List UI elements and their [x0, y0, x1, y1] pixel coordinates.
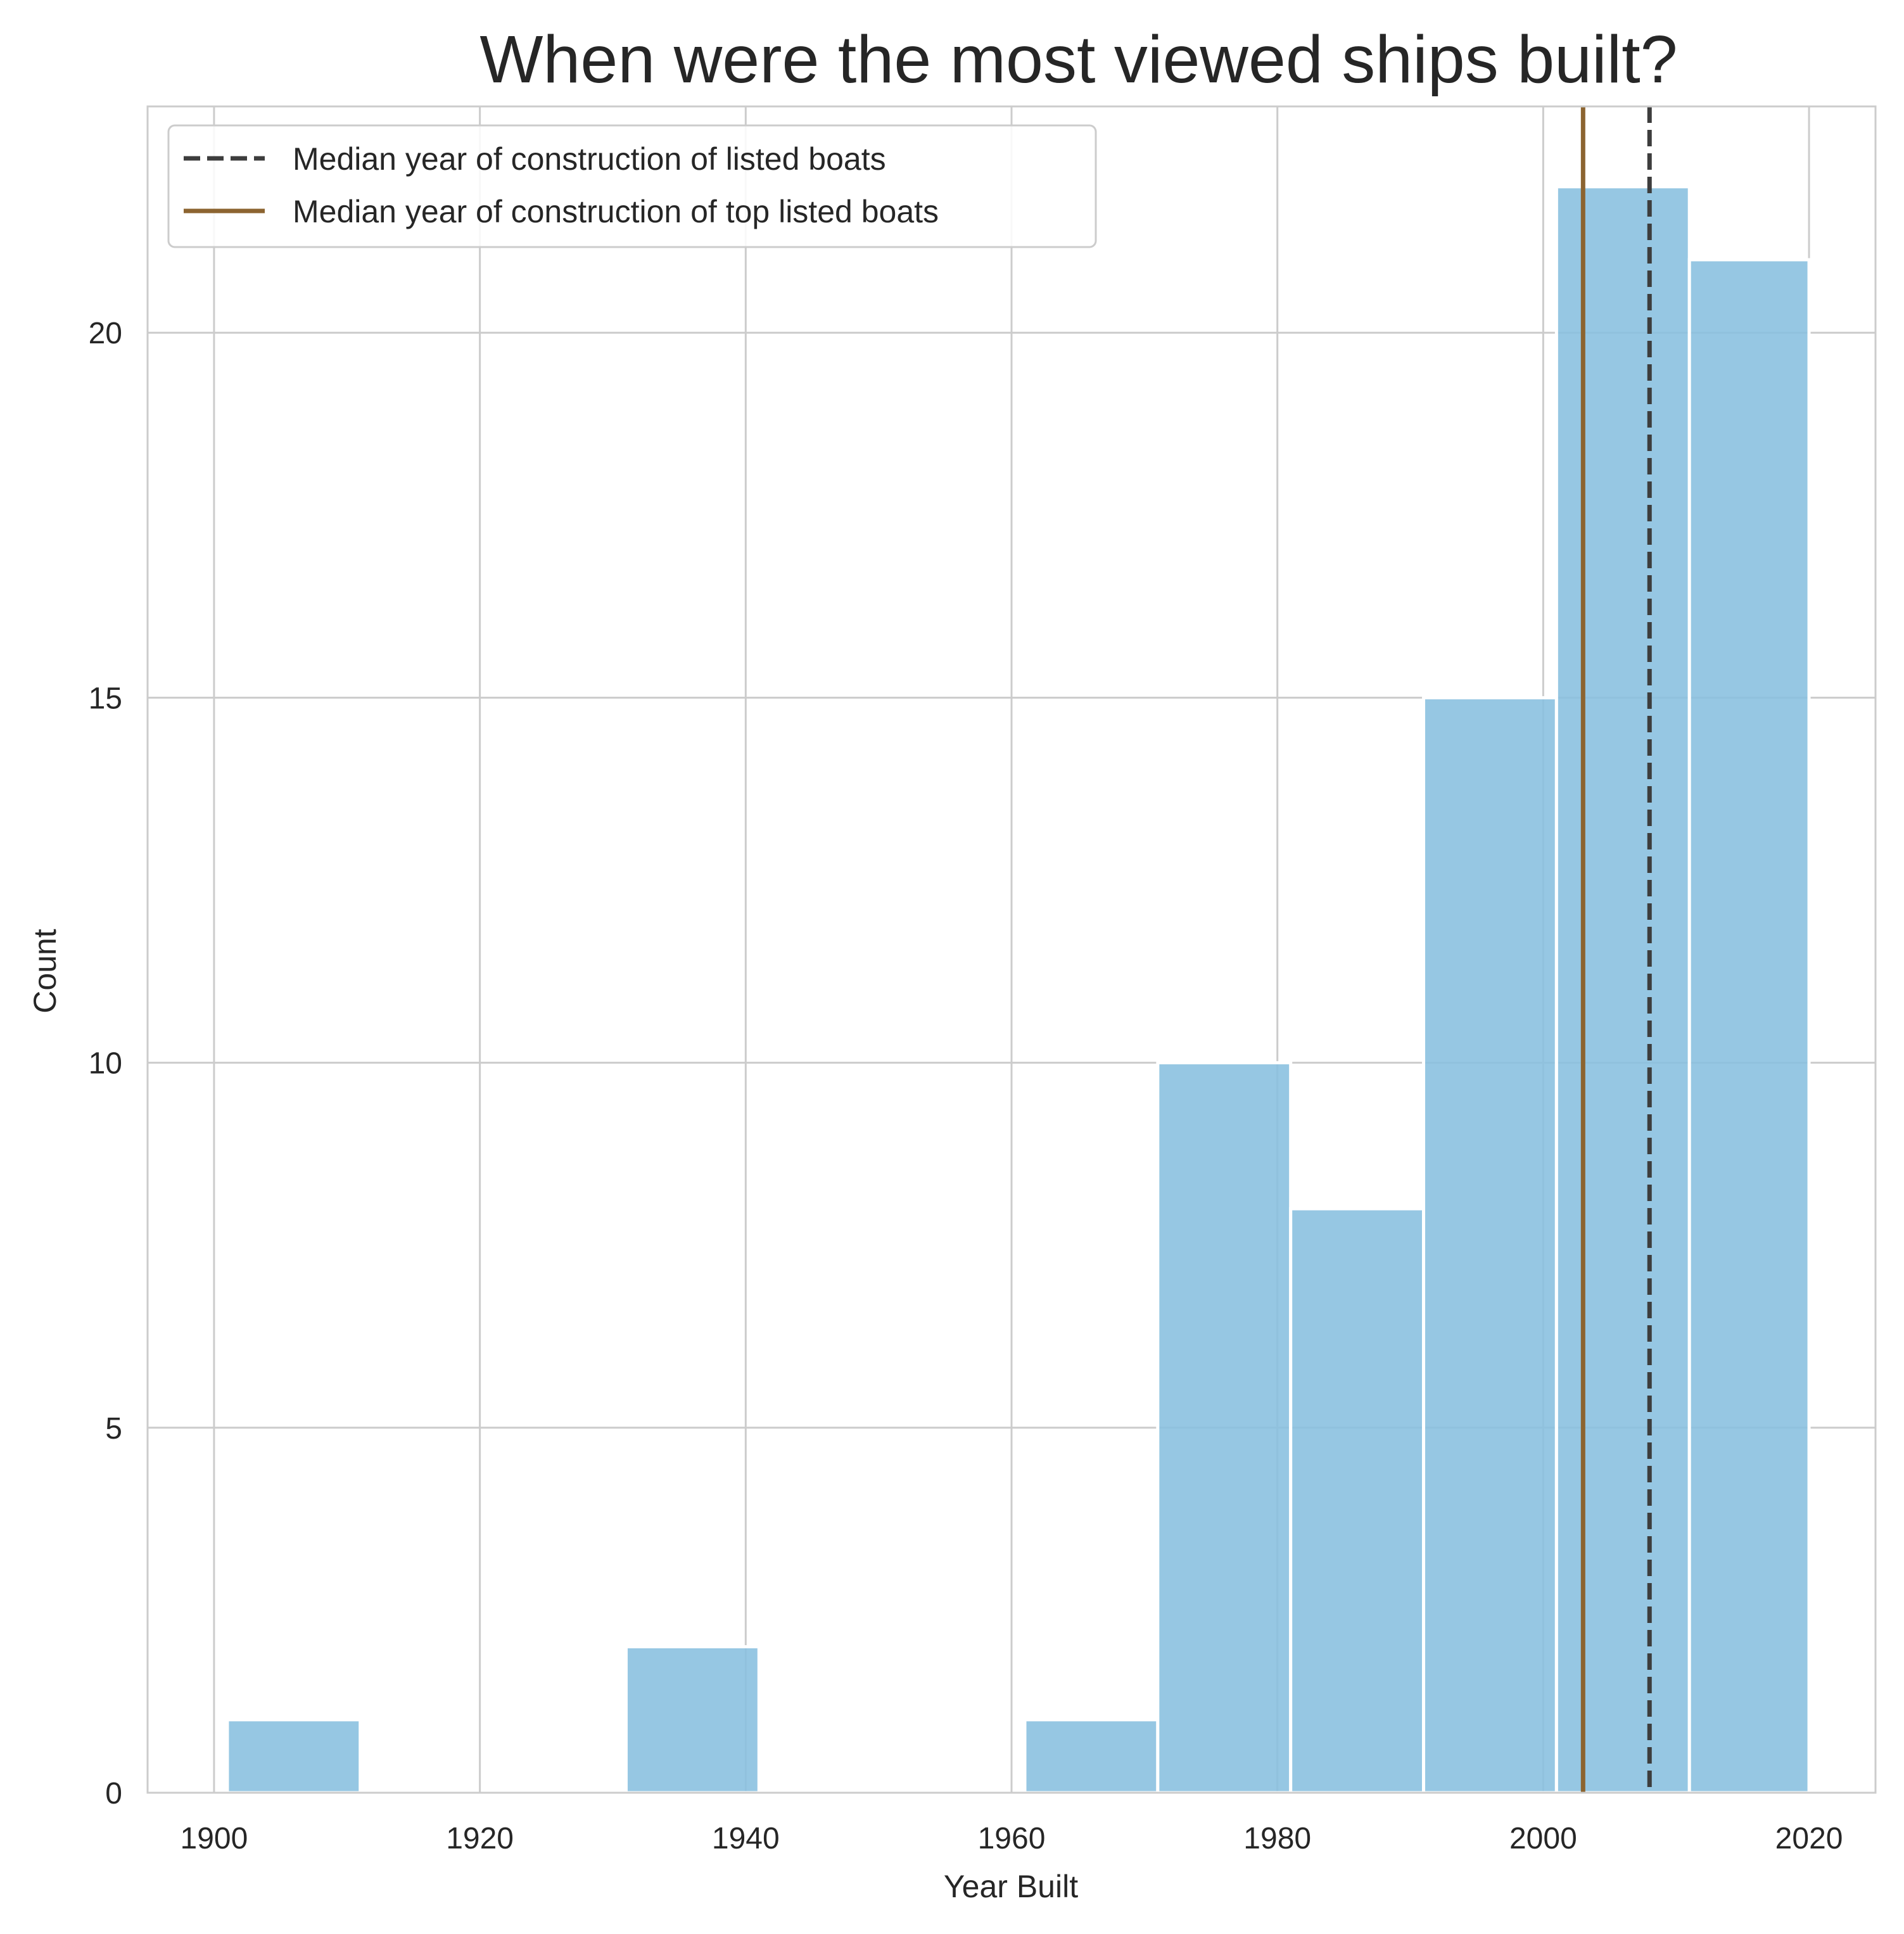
- histogram-bar: [225, 1718, 362, 1795]
- histogram-bar: [1687, 258, 1811, 1795]
- y-tick-label: 15: [89, 682, 122, 715]
- histogram-bar: [1554, 185, 1691, 1795]
- histogram-bar: [1023, 1718, 1160, 1795]
- x-tick-label: 2000: [1509, 1822, 1577, 1855]
- plot-frame: [146, 105, 1877, 1794]
- median-lines: [1580, 106, 1652, 1793]
- legend-label-top-listed-boats: Median year of construction of top liste…: [293, 194, 939, 229]
- histogram-bar: [1156, 1061, 1293, 1795]
- x-tick-label: 1940: [712, 1822, 780, 1855]
- x-tick-label: 2020: [1775, 1822, 1843, 1855]
- y-tick-label: 20: [89, 317, 122, 350]
- y-tick-label: 10: [89, 1047, 122, 1081]
- chart-title: When were the most viewed ships built?: [479, 22, 1677, 97]
- x-tick-label: 1960: [978, 1822, 1046, 1855]
- y-tick-labels: 0 5 10 15 20: [89, 317, 122, 1810]
- histogram-bar: [624, 1645, 761, 1795]
- legend-label-listed-boats: Median year of construction of listed bo…: [293, 141, 886, 177]
- x-axis-label: Year Built: [944, 1869, 1078, 1904]
- y-axis-label: Count: [27, 929, 63, 1014]
- histogram-bar: [1289, 1207, 1426, 1795]
- x-tick-label: 1980: [1243, 1822, 1311, 1855]
- y-tick-label: 0: [105, 1777, 122, 1810]
- x-tick-label: 1920: [446, 1822, 514, 1855]
- x-tick-label: 1900: [181, 1822, 248, 1855]
- legend: Median year of construction of listed bo…: [167, 124, 1097, 248]
- x-tick-labels: 1900 1920 1940 1960 1980 2000 2020: [181, 1822, 1843, 1855]
- y-tick-label: 5: [105, 1412, 122, 1446]
- histogram-bars: [225, 185, 1811, 1795]
- histogram-bar: [1422, 696, 1558, 1795]
- legend-box: [167, 124, 1097, 248]
